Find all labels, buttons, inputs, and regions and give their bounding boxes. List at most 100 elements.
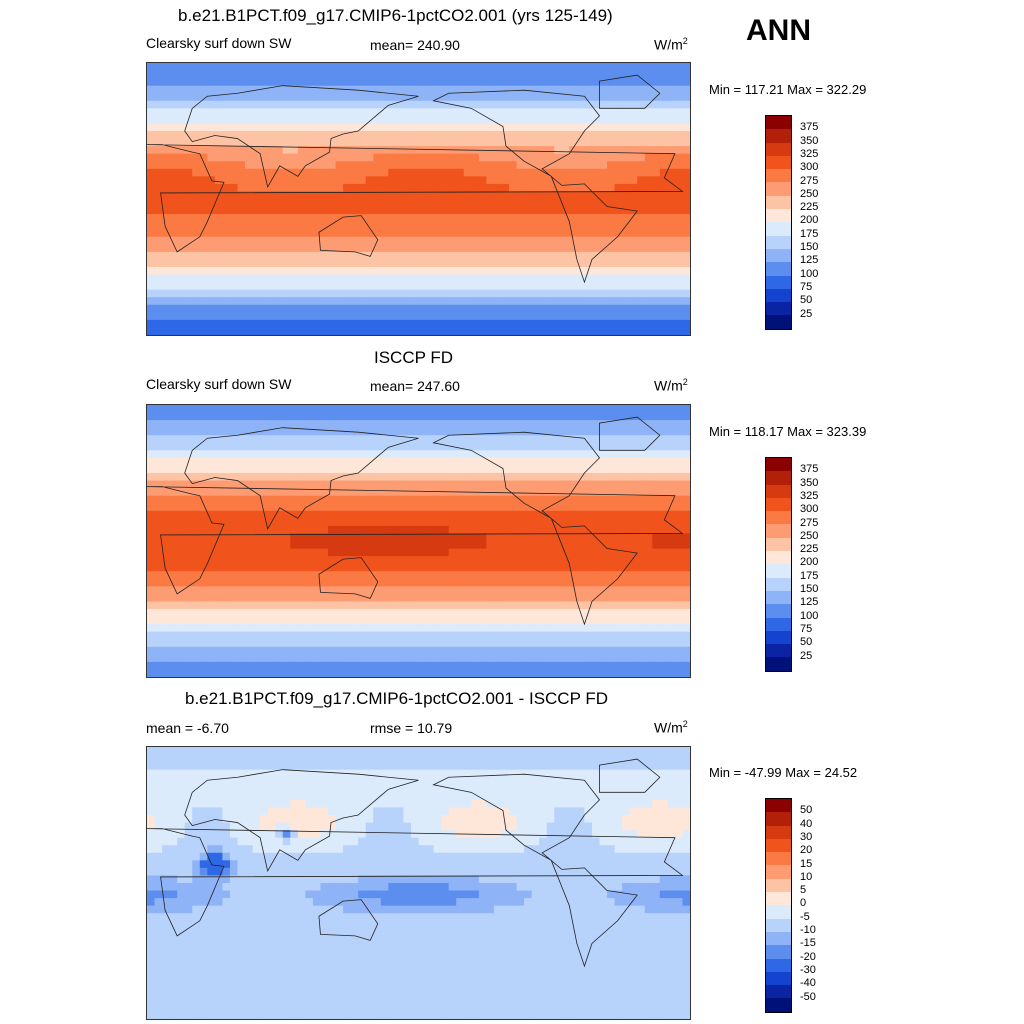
map-cell <box>207 153 216 162</box>
map-cell <box>448 176 457 185</box>
map-cell <box>554 176 563 185</box>
map-cell <box>463 168 472 177</box>
map-cell <box>358 108 367 117</box>
map-cell <box>478 108 487 117</box>
map-cell <box>199 457 208 467</box>
map-cell <box>169 525 178 535</box>
map-cell <box>358 297 367 306</box>
map-cell <box>177 442 186 451</box>
map-cell <box>486 236 495 245</box>
map-cell <box>546 304 555 313</box>
map-cell <box>199 304 208 313</box>
map-cell <box>463 533 472 542</box>
map-cell <box>328 495 337 504</box>
map-cell <box>659 427 668 436</box>
map-cell <box>433 412 442 421</box>
map-cell <box>199 571 208 580</box>
map-cell <box>365 108 374 117</box>
map-cell <box>682 495 690 504</box>
map-cell <box>486 161 495 170</box>
map-cell <box>290 229 299 238</box>
map-cell <box>282 63 291 72</box>
map-cell <box>622 450 631 459</box>
map-cell <box>260 473 269 482</box>
map-cell <box>441 251 450 261</box>
map-cell <box>576 214 586 223</box>
map-cell <box>448 495 457 504</box>
map-cell <box>441 480 450 489</box>
map-cell <box>622 639 631 648</box>
map-cell <box>365 221 374 230</box>
map-cell <box>229 221 239 230</box>
map-cell <box>546 267 555 276</box>
map-cell <box>237 480 246 489</box>
map-cell <box>659 214 668 223</box>
map-cell <box>162 420 171 429</box>
map-cell <box>343 161 352 170</box>
map-cell <box>637 495 646 504</box>
map-cell <box>169 541 178 550</box>
map-cell <box>199 593 208 603</box>
map-cell <box>486 593 495 603</box>
map-cell <box>177 63 186 72</box>
map-cell <box>297 176 306 185</box>
map-cell <box>486 100 495 109</box>
map-cell <box>229 282 239 291</box>
map-cell <box>614 510 623 519</box>
map-cell <box>576 593 586 603</box>
map-cell <box>456 616 465 625</box>
map-cell <box>554 229 563 238</box>
map-cell <box>591 274 601 283</box>
map-cell <box>403 488 412 497</box>
map-cell <box>591 556 601 565</box>
map-cell <box>237 236 246 245</box>
map-cell <box>154 70 163 79</box>
map-cell <box>478 616 487 625</box>
map-cell <box>509 533 518 542</box>
map-cell <box>478 183 487 193</box>
map-cell <box>539 503 548 512</box>
map-cell <box>674 168 684 177</box>
map-cell <box>486 556 495 565</box>
map-cell <box>539 533 548 542</box>
map-cell <box>426 168 435 177</box>
map-cell <box>154 412 163 421</box>
map-cell <box>546 480 555 489</box>
map-cell <box>682 267 690 276</box>
map-cell <box>493 108 503 117</box>
map-cell <box>252 412 261 421</box>
map-cell <box>629 646 638 655</box>
map-cell <box>147 450 156 459</box>
map-cell <box>312 457 322 467</box>
map-cell <box>237 282 246 291</box>
map-cell <box>539 70 548 79</box>
panel2-title: ISCCP FD <box>374 348 454 367</box>
map-cell <box>177 609 186 618</box>
map-cell <box>328 525 337 535</box>
map-cell <box>282 274 291 283</box>
map-cell <box>509 420 518 429</box>
map-cell <box>531 435 540 444</box>
map-cell <box>343 78 352 87</box>
map-cell <box>516 465 525 474</box>
map-cell <box>365 473 374 482</box>
map-cell <box>147 488 156 497</box>
map-cell <box>576 93 586 102</box>
map-cell <box>501 525 510 535</box>
map-cell <box>554 70 563 79</box>
map-cell <box>652 191 661 200</box>
map-cell <box>222 146 231 155</box>
map-cell <box>501 161 510 170</box>
map-cell <box>674 131 684 140</box>
map-cell <box>546 78 555 87</box>
map-cell <box>312 435 322 444</box>
map-cell <box>350 473 359 482</box>
map-cell <box>622 556 631 565</box>
map-cell <box>154 525 163 535</box>
map-cell <box>395 78 405 87</box>
map-cell <box>652 488 661 497</box>
map-cell <box>245 267 254 276</box>
map-cell <box>426 146 435 155</box>
map-cell <box>260 312 269 321</box>
map-cell <box>343 646 352 655</box>
